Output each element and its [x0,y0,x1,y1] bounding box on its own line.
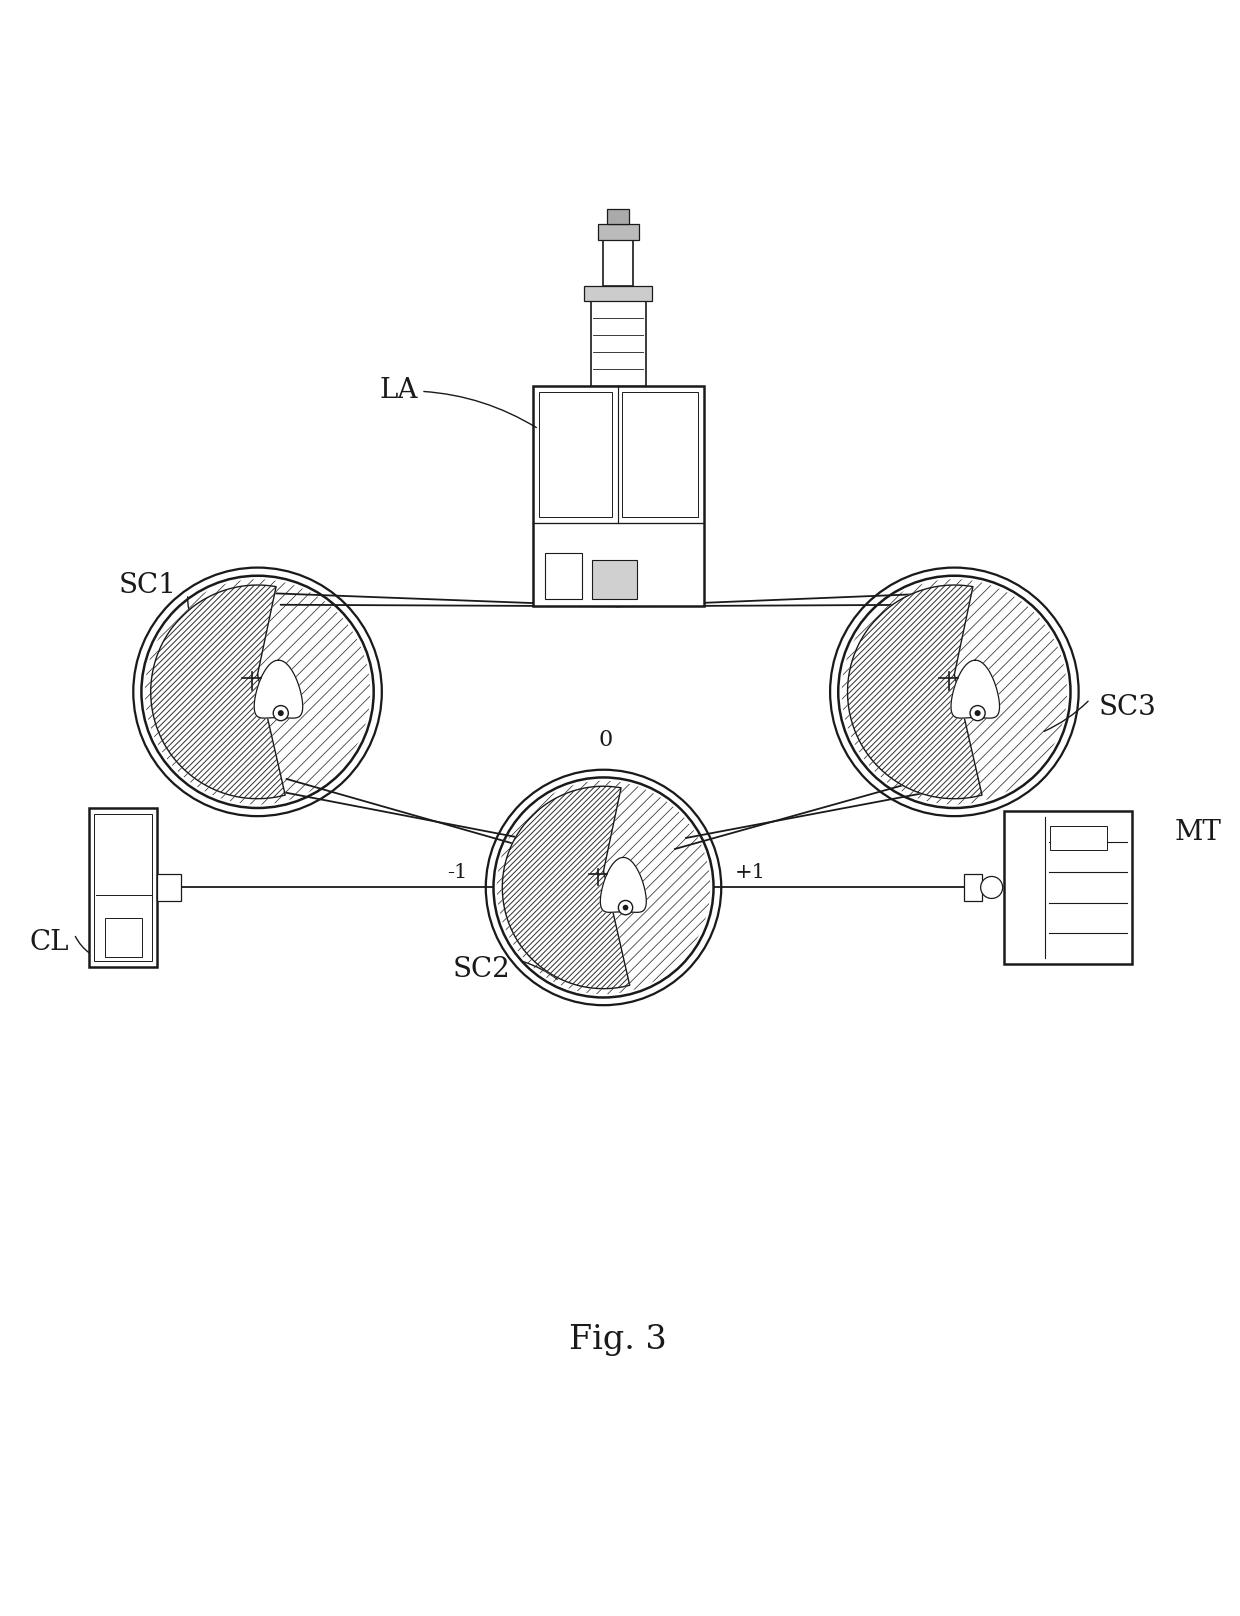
Polygon shape [254,661,303,718]
Bar [603,239,634,286]
Bar [598,223,639,239]
Circle shape [981,876,1003,898]
Bar [156,874,181,900]
Bar [1004,811,1132,963]
Text: SC1: SC1 [119,572,176,600]
Circle shape [975,709,981,716]
Text: SC2: SC2 [453,957,510,983]
Circle shape [494,777,713,997]
Bar [608,208,630,223]
Text: MT: MT [1174,819,1221,845]
Bar [590,301,646,386]
Circle shape [970,706,985,721]
Text: +1: +1 [735,863,766,882]
Polygon shape [502,787,630,989]
Polygon shape [951,661,999,718]
Bar [544,553,583,600]
Circle shape [273,706,289,721]
Bar [538,393,613,517]
Circle shape [278,709,284,716]
Circle shape [838,575,1070,808]
Text: SC3: SC3 [1099,695,1157,721]
Text: Fig. 3: Fig. 3 [569,1324,667,1356]
Circle shape [622,905,629,910]
Polygon shape [848,585,982,798]
Circle shape [141,575,373,808]
Bar [621,393,698,517]
Bar [584,286,652,301]
Bar [89,808,156,966]
Bar [104,918,141,957]
Polygon shape [600,858,646,913]
Circle shape [619,900,632,915]
Bar [593,559,637,600]
Text: CL: CL [30,929,69,957]
Text: 0: 0 [599,729,613,750]
Bar [1050,826,1106,850]
Text: -1: -1 [446,863,467,882]
Bar [94,814,151,962]
Bar [963,874,982,900]
Bar [533,386,704,606]
Polygon shape [151,585,285,798]
Text: LA: LA [379,378,537,428]
